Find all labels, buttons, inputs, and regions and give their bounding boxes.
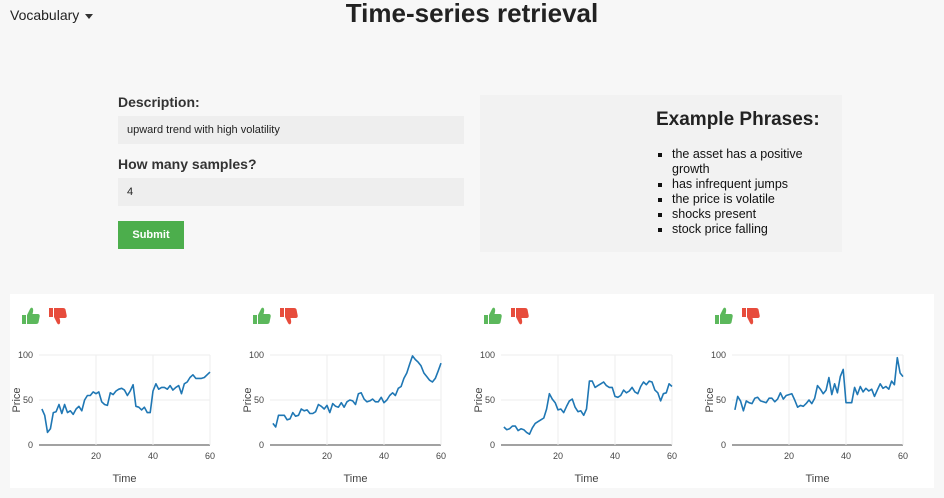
y-tick-label: 0 xyxy=(259,440,264,450)
y-tick-label: 50 xyxy=(716,395,726,405)
price-chart: 0 50 100 20 40 60 Time Price xyxy=(11,350,215,485)
thumbs-up-icon[interactable] xyxy=(252,306,272,326)
result-card: 0 50 100 20 40 60 Time Price xyxy=(703,294,934,488)
vocabulary-dropdown[interactable]: Vocabulary xyxy=(10,7,94,23)
x-tick-label: 40 xyxy=(841,451,851,461)
y-tick-label: 0 xyxy=(721,440,726,450)
results-panel: 0 50 100 20 40 60 Time Price 0 50 100 20 40 60 Time Pri… xyxy=(10,294,934,488)
submit-button[interactable]: Submit xyxy=(118,221,184,249)
y-axis-label: Price xyxy=(242,387,254,412)
price-series-line xyxy=(734,356,904,412)
description-label: Description: xyxy=(118,94,200,110)
x-tick-label: 60 xyxy=(436,451,446,461)
thumbs-down-icon[interactable] xyxy=(741,306,761,326)
x-tick-label: 60 xyxy=(205,451,215,461)
x-axis-label: Time xyxy=(112,473,136,485)
x-tick-label: 20 xyxy=(553,451,563,461)
price-series-line xyxy=(41,371,211,434)
thumbs-up-icon[interactable] xyxy=(21,306,41,326)
price-chart: 0 50 100 20 40 60 Time Price xyxy=(704,350,908,485)
example-phrase: has infrequent jumps xyxy=(672,177,842,192)
x-tick-label: 20 xyxy=(784,451,794,461)
x-tick-label: 40 xyxy=(610,451,620,461)
thumbs-down-icon[interactable] xyxy=(510,306,530,326)
y-tick-label: 100 xyxy=(480,350,495,360)
example-phrase: the asset has a positive growth xyxy=(672,147,842,177)
x-tick-label: 40 xyxy=(148,451,158,461)
example-phrases-panel: Example Phrases: the asset has a positiv… xyxy=(480,95,842,252)
thumbs-up-icon[interactable] xyxy=(483,306,503,326)
page-title: Time-series retrieval xyxy=(345,0,599,28)
samples-input[interactable] xyxy=(118,178,464,206)
price-chart: 0 50 100 20 40 60 Time Price xyxy=(473,350,677,485)
caret-down-icon xyxy=(85,13,94,19)
example-phrases-heading: Example Phrases: xyxy=(656,109,820,130)
x-tick-label: 60 xyxy=(898,451,908,461)
x-tick-label: 20 xyxy=(322,451,332,461)
example-phrases-list: the asset has a positive growth has infr… xyxy=(656,147,842,237)
y-axis-label: Price xyxy=(473,387,485,412)
example-phrase: stock price falling xyxy=(672,222,842,237)
x-axis-label: Time xyxy=(805,473,829,485)
example-phrase: the price is volatile xyxy=(672,192,842,207)
price-chart: 0 50 100 20 40 60 Time Price xyxy=(242,350,446,485)
samples-label: How many samples? xyxy=(118,156,257,172)
thumbs-down-icon[interactable] xyxy=(279,306,299,326)
y-tick-label: 0 xyxy=(28,440,33,450)
x-tick-label: 60 xyxy=(667,451,677,461)
search-form: Description: How many samples? Submit xyxy=(118,94,464,249)
thumbs-up-icon[interactable] xyxy=(714,306,734,326)
description-input[interactable] xyxy=(118,116,464,144)
y-tick-label: 0 xyxy=(490,440,495,450)
y-tick-label: 100 xyxy=(18,350,33,360)
y-axis-label: Price xyxy=(704,387,716,412)
y-tick-label: 50 xyxy=(485,395,495,405)
x-tick-label: 20 xyxy=(91,451,101,461)
result-card: 0 50 100 20 40 60 Time Price xyxy=(472,294,703,488)
y-tick-label: 50 xyxy=(254,395,264,405)
vocabulary-label: Vocabulary xyxy=(10,7,80,23)
y-axis-label: Price xyxy=(11,387,23,412)
price-series-line xyxy=(503,380,673,435)
result-card: 0 50 100 20 40 60 Time Price xyxy=(10,294,241,488)
price-series-line xyxy=(272,355,442,428)
example-phrase: shocks present xyxy=(672,207,842,222)
x-axis-label: Time xyxy=(343,473,367,485)
x-tick-label: 40 xyxy=(379,451,389,461)
y-tick-label: 100 xyxy=(711,350,726,360)
y-tick-label: 50 xyxy=(23,395,33,405)
thumbs-down-icon[interactable] xyxy=(48,306,68,326)
y-tick-label: 100 xyxy=(249,350,264,360)
result-card: 0 50 100 20 40 60 Time Price xyxy=(241,294,472,488)
x-axis-label: Time xyxy=(574,473,598,485)
